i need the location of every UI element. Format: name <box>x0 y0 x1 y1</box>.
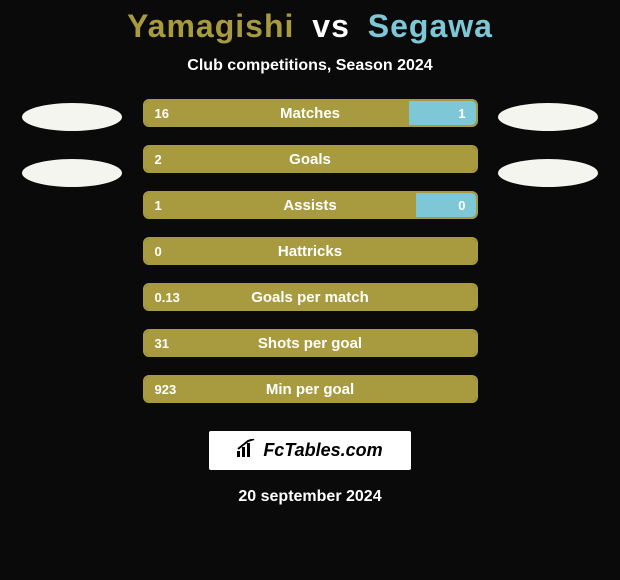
stat-bar: 31Shots per goal <box>143 329 478 357</box>
stat-bar: 2Goals <box>143 145 478 173</box>
fctables-logo: FcTables.com <box>209 431 410 470</box>
logo-text: FcTables.com <box>263 440 382 461</box>
bar-label: Assists <box>145 197 476 214</box>
badge-placeholder <box>22 159 122 187</box>
subtitle: Club competitions, Season 2024 <box>187 57 432 75</box>
main-content: 161Matches 2Goals 10Assists 0Hattricks 0.13G… <box>0 99 620 403</box>
badge-placeholder <box>498 103 598 131</box>
stats-card: Yamagishi vs Segawa Club competitions, S… <box>0 0 620 580</box>
stat-bar: 161Matches <box>143 99 478 127</box>
bar-label: Hattricks <box>145 243 476 260</box>
badge-placeholder <box>22 103 122 131</box>
player2-name: Segawa <box>368 8 493 44</box>
page-title: Yamagishi vs Segawa <box>127 8 493 45</box>
bar-label: Matches <box>145 105 476 122</box>
stat-bar: 10Assists <box>143 191 478 219</box>
badge-placeholder <box>498 159 598 187</box>
vs-text: vs <box>312 8 350 44</box>
right-ovals-column <box>496 99 601 187</box>
stat-bars-column: 161Matches 2Goals 10Assists 0Hattricks 0.13G… <box>143 99 478 403</box>
chart-icon <box>237 439 257 462</box>
bar-label: Goals <box>145 151 476 168</box>
bar-label: Shots per goal <box>145 335 476 352</box>
stat-bar: 923Min per goal <box>143 375 478 403</box>
stat-bar: 0.13Goals per match <box>143 283 478 311</box>
bar-label: Goals per match <box>145 289 476 306</box>
left-ovals-column <box>20 99 125 187</box>
bar-label: Min per goal <box>145 381 476 398</box>
player1-name: Yamagishi <box>127 8 294 44</box>
date-text: 20 september 2024 <box>238 488 381 506</box>
stat-bar: 0Hattricks <box>143 237 478 265</box>
